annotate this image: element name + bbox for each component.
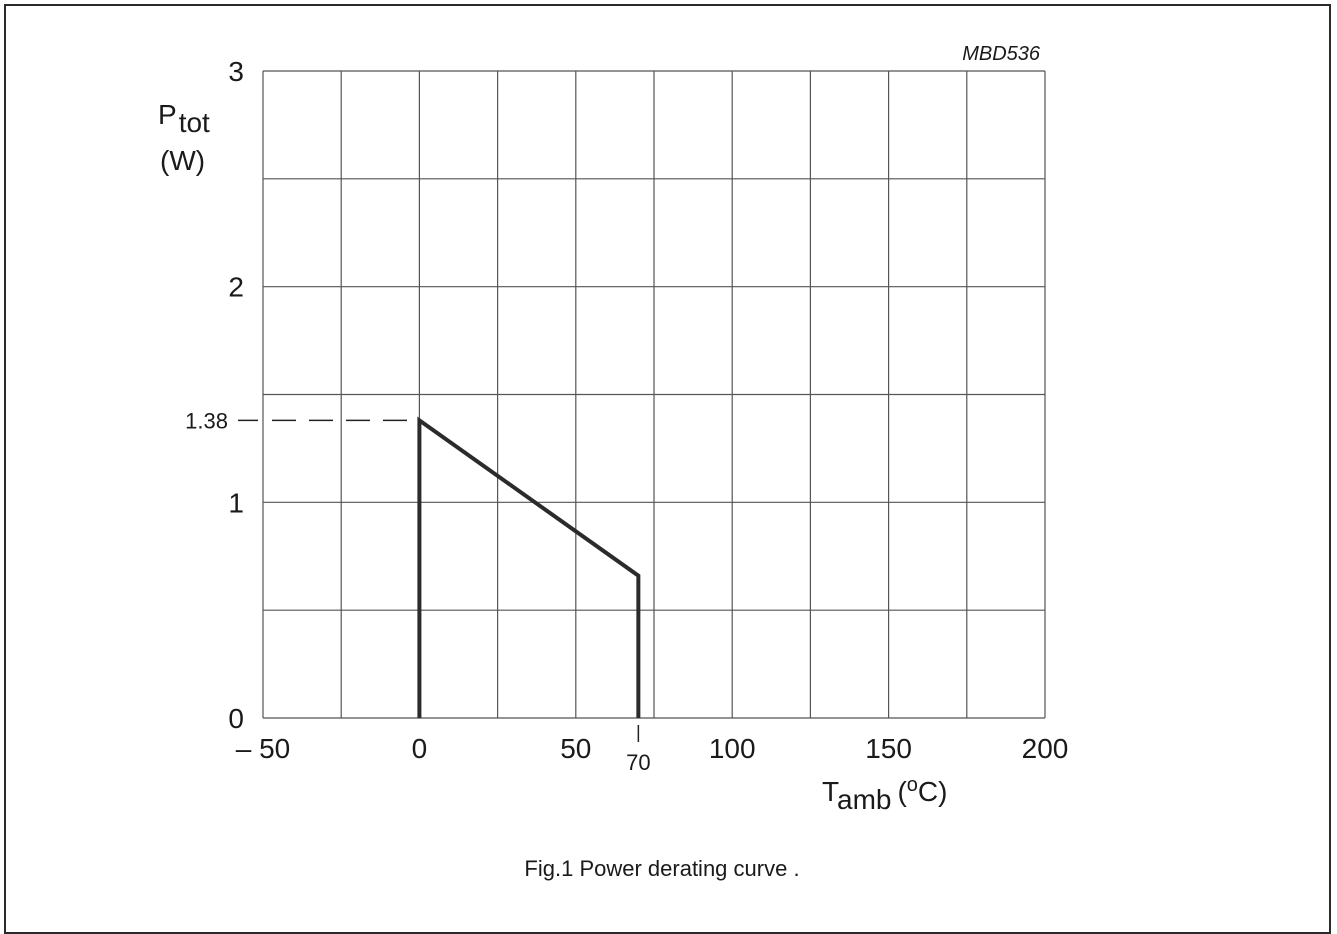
x-tick-label: 150 [865, 733, 912, 764]
figure-code: MBD536 [962, 43, 1041, 65]
y-axis-label-sub: tot [179, 107, 210, 138]
x-tick-label: 50 [560, 733, 591, 764]
annotations: 1.38 70 [185, 408, 650, 775]
x-axis-label-main: T [822, 776, 839, 807]
x-axis-label: Tamb (oC) [822, 774, 947, 815]
x-axis-unit-sup: o [907, 774, 918, 796]
y-tick-label: 2 [228, 272, 244, 303]
y-axis-unit: (W) [160, 145, 205, 176]
x-tick-label: 0 [412, 733, 428, 764]
x-tick-label: 200 [1022, 733, 1069, 764]
y-tick-label: 3 [228, 56, 244, 87]
annotation-label-x: 70 [626, 750, 650, 775]
y-axis-label-main: P [158, 99, 177, 130]
series-layer [417, 416, 641, 718]
x-axis-unit-open: ( [897, 776, 907, 807]
x-axis-label-sub: amb [837, 784, 891, 815]
x-tick-label: 100 [709, 733, 756, 764]
figure-caption: Fig.1 Power derating curve . [524, 856, 799, 881]
chart-grid [262, 70, 1046, 719]
y-tick-label: 1 [228, 487, 244, 518]
y-tick-label: 0 [228, 703, 244, 734]
x-tick-label: – 50 [236, 733, 291, 764]
annotation-label-y: 1.38 [185, 408, 228, 433]
derating-curve [417, 416, 641, 718]
x-axis-unit-close: C) [918, 776, 948, 807]
y-axis-label: Ptot [158, 99, 210, 138]
